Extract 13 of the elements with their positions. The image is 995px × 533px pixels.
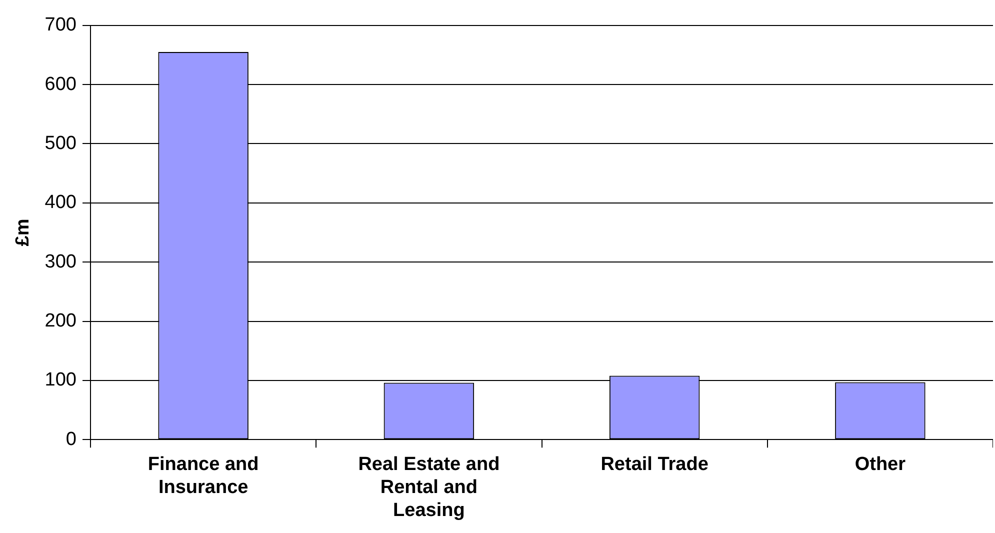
y-axis-title: £m [12,218,34,246]
y-tick-label: 500 [44,132,76,154]
x-tick-label: Other [854,454,906,476]
x-tick-label: Retail Trade [600,454,708,476]
x-tick-label: Finance and Insurance [148,454,259,498]
y-tick-label: 0 [66,428,76,450]
y-tick-label: 400 [44,192,76,214]
y-tick-label: 600 [44,74,76,95]
y-tick-label: 300 [44,251,76,272]
y-tick-label: 100 [44,370,76,391]
y-tick-label: 200 [44,310,76,332]
y-tick-label: 700 [44,14,76,36]
x-tick-label: Real Estate and Rental and Leasing [358,454,500,521]
